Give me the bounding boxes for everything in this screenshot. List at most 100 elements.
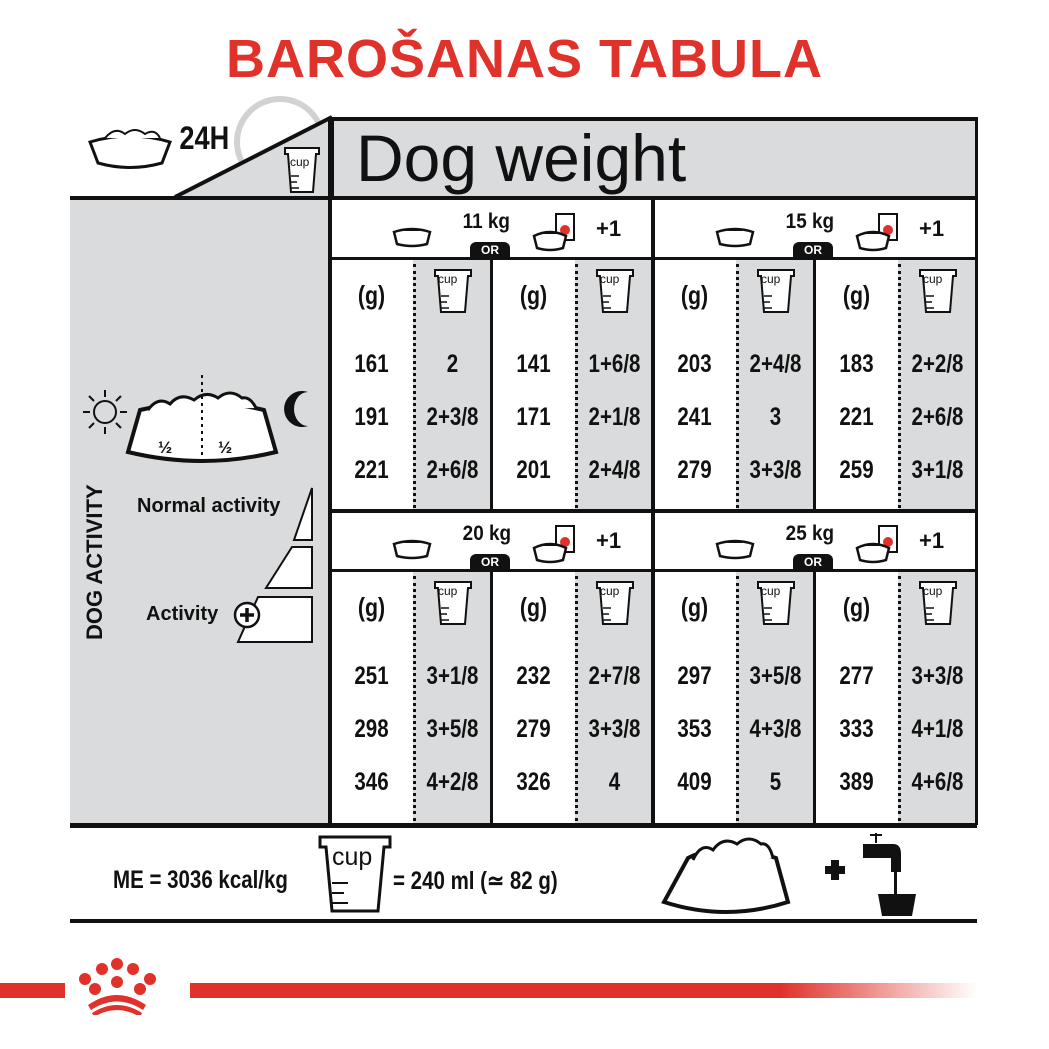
dotted-divider: [575, 576, 578, 821]
bowl-icon: [390, 536, 434, 565]
table-cell: 4: [608, 768, 621, 796]
table-cell: 4+6/8: [911, 768, 964, 796]
cup-header: cup: [438, 584, 458, 598]
cup-icon: [284, 147, 320, 193]
divider: [975, 117, 978, 825]
table-cell: 3+1/8: [426, 662, 479, 690]
food-plus-water-illustration: [661, 833, 916, 921]
divider: [490, 572, 493, 825]
table-cell: 279: [516, 715, 551, 743]
table-cell: 3+3/8: [911, 662, 964, 690]
table-cell: 277: [839, 662, 874, 690]
table-cell: 2+7/8: [588, 662, 641, 690]
or-badge: OR: [793, 242, 833, 258]
table-cell: 221: [354, 456, 389, 484]
wet-food-pouch-icon: [853, 524, 901, 569]
plus-one-label: +1: [596, 216, 622, 241]
gram-header: (g): [680, 592, 709, 622]
table-cell: 259: [839, 456, 874, 484]
table-cell: 191: [354, 403, 389, 431]
gram-header: (g): [357, 592, 386, 622]
table-cell: 353: [677, 715, 712, 743]
dotted-divider: [898, 264, 901, 508]
dotted-divider: [736, 576, 739, 821]
moon-icon: [284, 391, 308, 427]
plus-one-label: +1: [596, 528, 622, 553]
gram-header: (g): [519, 592, 548, 622]
cup-icon: [318, 835, 392, 913]
cup-label: cup: [332, 843, 373, 871]
time-label: 24H: [179, 120, 230, 156]
cup-icon: [918, 268, 958, 319]
gram-header: (g): [519, 280, 548, 310]
table-cell: 3+3/8: [588, 715, 641, 743]
table-cell: 2+1/8: [588, 403, 641, 431]
bowl-icon: [713, 224, 757, 253]
table-cell: 3+5/8: [749, 662, 802, 690]
left-panel: [70, 200, 330, 825]
divider: [813, 260, 816, 512]
or-badge: OR: [470, 242, 510, 258]
cup-icon: [918, 580, 958, 631]
table-cell: 4+1/8: [911, 715, 964, 743]
cup-header: cup: [761, 272, 781, 286]
table-cell: 3: [769, 403, 782, 431]
table-cell: 279: [677, 456, 712, 484]
weight-block: 15 kg OR +1 (g) 203 241 279 cup 2+4/8 3 3+3/8 (g) 18…: [653, 200, 977, 512]
table-cell: 1+6/8: [588, 350, 641, 378]
table-cell: 141: [516, 350, 551, 378]
cup-equivalent: = 240 ml (≃ 82 g): [393, 867, 558, 895]
table-cell: 2+6/8: [426, 456, 479, 484]
dotted-divider: [575, 264, 578, 508]
cup-header: cup: [923, 584, 943, 598]
table-cell: 298: [354, 715, 389, 743]
weight-block: 11 kg OR +1 (g) 161 191 221 cup 2 2+3/8 2+6/8 (g) 14…: [330, 200, 654, 512]
normal-activity-label: Normal activity: [137, 495, 281, 517]
table-cell: 203: [677, 350, 712, 378]
table-cell: 221: [839, 403, 874, 431]
table-cell: 3+1/8: [911, 456, 964, 484]
cup-header: cup: [600, 584, 620, 598]
table-cell: 201: [516, 456, 551, 484]
bowl-icon: [125, 375, 279, 463]
plus-icon: [825, 860, 845, 880]
cup-icon: [756, 268, 796, 319]
divider: [813, 572, 816, 825]
dog-weight-label: Dog weight: [356, 121, 687, 195]
weight-label: 15 kg: [785, 210, 835, 233]
cup-icon: [433, 580, 473, 631]
table-cell: 409: [677, 768, 712, 796]
divider: [70, 196, 977, 200]
weight-label: 11 kg: [462, 210, 510, 233]
table-cell: 4+2/8: [426, 768, 479, 796]
half-label-left: ½: [158, 438, 173, 457]
royal-canin-crown-logo: [79, 958, 156, 1015]
cup-header: cup: [923, 272, 943, 286]
plus-one-label: +1: [919, 528, 945, 553]
cup-icon: [595, 580, 635, 631]
divider: [490, 260, 493, 512]
cup-icon: [756, 580, 796, 631]
wet-food-pouch-icon: [530, 524, 578, 569]
bowl-icon: [88, 129, 172, 169]
table-cell: 326: [516, 768, 551, 796]
gram-header: (g): [357, 280, 386, 310]
activity-plus-label: Activity: [146, 603, 219, 625]
table-cell: 183: [839, 350, 874, 378]
bowl-icon: [661, 837, 791, 914]
dotted-divider: [898, 576, 901, 821]
wet-food-pouch-icon: [853, 212, 901, 257]
dog-activity-label: DOG ACTIVITY: [82, 484, 107, 640]
or-badge: OR: [470, 554, 510, 570]
dotted-divider: [736, 264, 739, 508]
weight-label: 25 kg: [785, 522, 835, 545]
table-cell: 161: [354, 350, 389, 378]
table-cell: 297: [677, 662, 712, 690]
plus-one-label: +1: [919, 216, 945, 241]
table-cell: 2: [446, 350, 459, 378]
cup-icon: [433, 268, 473, 319]
table-cell: 232: [516, 662, 551, 690]
table-cell: 5: [769, 768, 782, 796]
gram-header: (g): [680, 280, 709, 310]
divider: [330, 509, 977, 513]
